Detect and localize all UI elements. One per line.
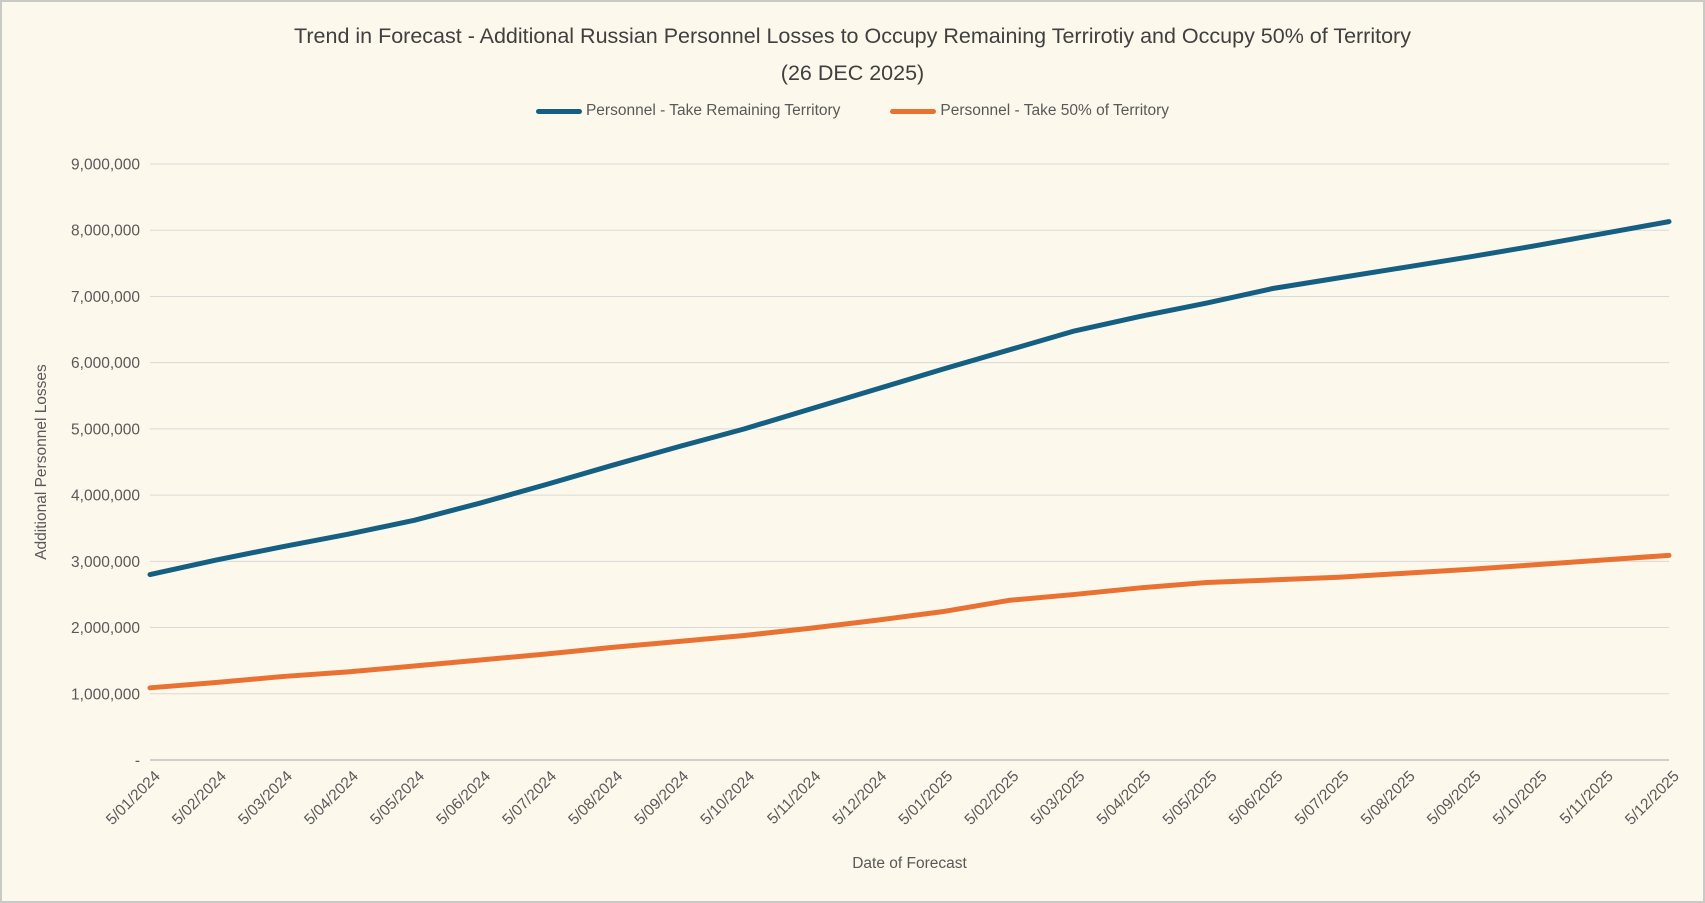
y-axis-tick-label: 1,000,000 (71, 686, 140, 703)
y-axis-title: Additional Personnel Losses (33, 364, 50, 560)
legend-swatch-remaining-territory (535, 108, 582, 114)
x-axis-tick-label: 5/11/2025 (1557, 768, 1617, 828)
x-axis-tick-label: 5/09/2024 (631, 768, 692, 829)
x-axis-tick-label: 5/06/2025 (1226, 768, 1287, 829)
x-axis-tick-label: 5/10/2024 (697, 768, 758, 829)
y-axis-tick-label: 9,000,000 (71, 157, 140, 174)
y-axis-tick-label: 6,000,000 (71, 355, 140, 372)
x-axis-tick-label: 5/08/2025 (1358, 768, 1419, 829)
series-line-remaining-territory (147, 219, 1672, 578)
chart-title-line1: Trend in Forecast - Additional Russian P… (294, 24, 1411, 48)
y-axis-tick-label: 8,000,000 (71, 223, 140, 240)
y-axis-tick-label: 5,000,000 (71, 421, 140, 438)
legend-label-remaining-territory: Personnel - Take Remaining Territory (585, 102, 841, 119)
x-axis-tick-label: 5/01/2025 (896, 768, 957, 829)
chart-legend: Personnel - Take Remaining Territory Per… (2, 102, 1703, 120)
y-axis-tick-label: 4,000,000 (71, 488, 140, 505)
x-axis-tick-label: 5/05/2025 (1160, 768, 1221, 829)
legend-label-50pct-territory: Personnel - Take 50% of Territory (940, 102, 1170, 119)
x-axis-tick-label: 5/02/2025 (962, 768, 1023, 829)
x-axis-tick-label: 5/07/2025 (1292, 768, 1353, 829)
legend-item-remaining-territory: Personnel - Take Remaining Territory (535, 102, 841, 120)
chart-title-line2: (26 DEC 2025) (780, 61, 925, 85)
legend-item-50pct-territory: Personnel - Take 50% of Territory (890, 102, 1169, 120)
x-axis-tick-label: 5/03/2025 (1028, 768, 1089, 829)
x-axis-tick-label: 5/05/2024 (367, 768, 428, 829)
chart-title: Trend in Forecast - Additional Russian P… (2, 18, 1703, 92)
y-axis-tick-label: - (135, 753, 140, 770)
x-axis-tick-label: 5/02/2024 (169, 768, 230, 829)
x-axis-tick-label: 5/12/2024 (830, 768, 891, 829)
x-axis-tick-label: 5/08/2024 (565, 768, 626, 829)
legend-swatch-50pct-territory (890, 108, 937, 114)
x-axis-tick-label: 5/04/2025 (1094, 768, 1155, 829)
x-axis-tick-label: 5/09/2025 (1424, 768, 1485, 829)
x-axis-tick-label: 5/12/2025 (1622, 768, 1683, 829)
x-axis-title: Date of Forecast (852, 855, 967, 872)
x-axis-tick-label: 5/01/2024 (103, 768, 164, 829)
x-axis-tick-label: 5/04/2024 (301, 768, 362, 829)
x-axis-tick-label: 5/11/2024 (764, 768, 824, 828)
series-line-50pct-territory (147, 552, 1672, 691)
x-axis-tick-label: 5/10/2025 (1490, 768, 1551, 829)
y-axis-tick-label: 7,000,000 (71, 289, 140, 306)
y-axis-tick-label: 3,000,000 (71, 554, 140, 571)
x-axis-tick-label: 5/03/2024 (235, 768, 296, 829)
y-axis-tick-label: 2,000,000 (71, 620, 140, 637)
x-axis-tick-label: 5/07/2024 (499, 768, 560, 829)
x-axis-tick-label: 5/06/2024 (433, 768, 494, 829)
